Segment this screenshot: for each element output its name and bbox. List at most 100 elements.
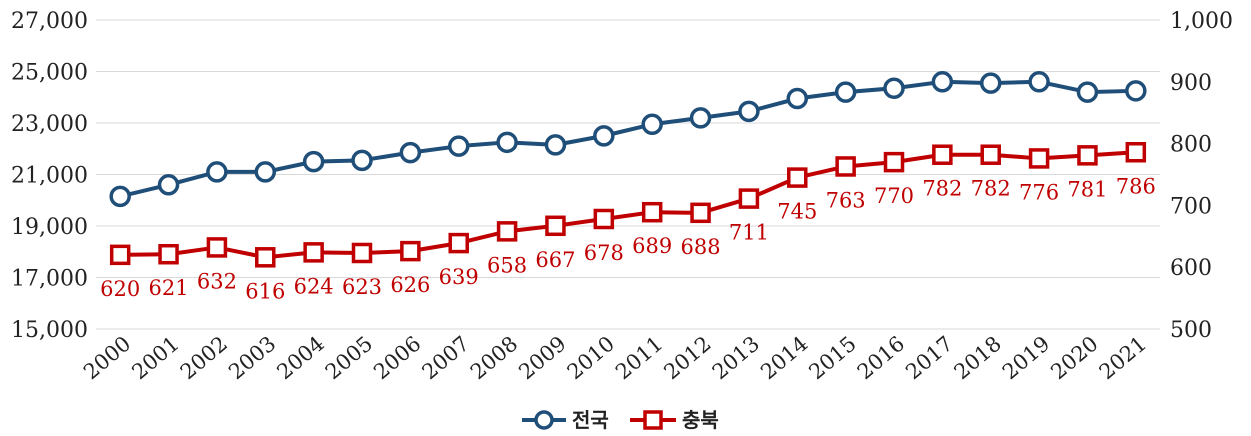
x-axis-ticks: 2000200120022003200420052006200720082009… (79, 331, 1151, 384)
x-tick-label: 2002 (176, 331, 232, 384)
data-point (1077, 145, 1098, 166)
data-label: 623 (342, 275, 382, 299)
data-point (206, 237, 228, 258)
data-point (931, 71, 954, 93)
data-point (254, 161, 277, 183)
data-label: 620 (100, 277, 140, 301)
data-point (1125, 142, 1147, 163)
data-label: 667 (535, 248, 575, 272)
data-point (593, 125, 615, 147)
x-tick-label: 2007 (418, 331, 474, 384)
data-point (109, 244, 131, 266)
legend: 전국 충북 (522, 408, 719, 432)
x-tick-label: 2016 (853, 331, 909, 384)
data-point (496, 131, 518, 154)
data-point (979, 72, 1002, 94)
left-tick-label: 23,000 (11, 112, 88, 137)
data-point (157, 174, 180, 196)
series-line-national (119, 79, 1136, 199)
right-tick-label: 500 (1170, 318, 1212, 343)
data-point (689, 107, 712, 129)
data-labels: 620 621 632 616 624 623 626 639 658 667 678 689 688 7… (100, 174, 1156, 303)
right-axis-ticks: 500 600 700 800 900 1,000 (1170, 9, 1233, 343)
x-tick-label: 2018 (950, 331, 1006, 384)
x-tick-label: 2021 (1095, 331, 1151, 384)
data-point (787, 167, 808, 188)
legend-marker-national (534, 410, 554, 430)
data-point (400, 240, 421, 262)
data-label: 688 (680, 235, 720, 259)
series-line-chungbuk (120, 150, 1136, 260)
legend-label-national: 전국 (572, 408, 609, 432)
data-point (690, 202, 711, 224)
data-point (302, 150, 325, 173)
x-tick-label: 2020 (1046, 331, 1102, 384)
data-label: 689 (632, 234, 672, 258)
left-tick-label: 19,000 (11, 215, 88, 240)
x-tick-label: 2013 (708, 331, 764, 384)
left-tick-label: 25,000 (11, 61, 88, 86)
data-point (447, 135, 470, 157)
data-label: 711 (729, 221, 769, 245)
left-axis-ticks: 15,000 17,000 19,000 21,000 23,000 25,000 27,0… (11, 9, 88, 343)
right-tick-label: 1,000 (1170, 9, 1233, 34)
x-tick-label: 2010 (563, 331, 619, 384)
data-point (544, 134, 567, 156)
data-label: 782 (971, 177, 1011, 201)
left-tick-label: 27,000 (11, 9, 88, 34)
data-point (448, 232, 469, 254)
x-tick-label: 2012 (659, 331, 715, 384)
data-point (641, 113, 663, 136)
data-point (351, 149, 373, 172)
data-label: 658 (487, 253, 527, 277)
series-layer (109, 71, 1147, 268)
data-label: 626 (390, 273, 430, 297)
data-label: 776 (1019, 180, 1059, 204)
x-tick-label: 2003 (224, 331, 280, 384)
data-point (303, 242, 324, 263)
data-label: 745 (777, 200, 817, 224)
data-label: 639 (439, 265, 479, 289)
data-point (593, 208, 615, 230)
data-point (980, 144, 1001, 165)
data-point (1028, 148, 1050, 169)
data-label: 616 (245, 279, 285, 303)
data-point (399, 141, 422, 164)
data-label: 763 (826, 188, 866, 212)
x-tick-label: 2006 (369, 331, 425, 384)
data-point (109, 185, 131, 208)
data-point (641, 201, 663, 223)
data-point (1028, 71, 1050, 93)
left-tick-label: 17,000 (11, 267, 88, 292)
data-point (1125, 80, 1147, 102)
right-tick-label: 900 (1170, 71, 1212, 96)
legend-label-chungbuk: 충북 (682, 408, 719, 432)
data-label: 632 (197, 269, 237, 293)
left-tick-label: 15,000 (11, 318, 88, 343)
x-tick-label: 2017 (901, 331, 957, 384)
data-point (883, 77, 905, 99)
x-tick-label: 2008 (466, 331, 522, 384)
data-point (786, 87, 809, 110)
data-point (738, 188, 760, 209)
data-label: 781 (1067, 177, 1107, 201)
data-label: 621 (148, 276, 188, 300)
x-tick-label: 2009 (514, 331, 570, 384)
x-tick-label: 2011 (611, 331, 667, 384)
x-tick-label: 2019 (998, 331, 1054, 384)
data-point (255, 247, 276, 268)
data-point (932, 144, 953, 165)
right-tick-label: 800 (1170, 133, 1212, 158)
data-label: 678 (584, 241, 624, 265)
x-tick-label: 2004 (272, 331, 328, 384)
data-point (834, 81, 857, 103)
data-point (158, 243, 179, 265)
data-label: 782 (922, 177, 962, 201)
x-tick-label: 2014 (756, 331, 812, 384)
x-tick-label: 2005 (321, 331, 377, 384)
data-label: 786 (1116, 174, 1156, 198)
data-point (1076, 81, 1099, 103)
legend-marker-chungbuk (643, 410, 663, 430)
data-point (496, 221, 518, 242)
